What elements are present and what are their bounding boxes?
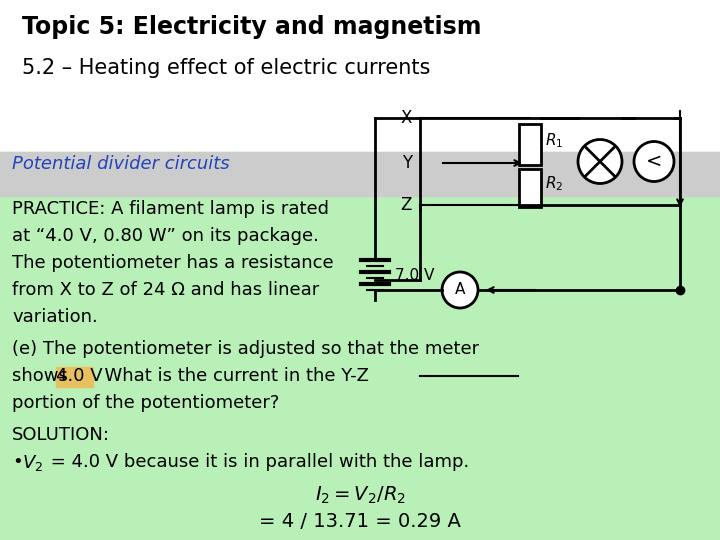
Text: PRACTICE: A filament lamp is rated: PRACTICE: A filament lamp is rated [12, 200, 329, 218]
Text: Y: Y [402, 154, 412, 172]
Text: The potentiometer has a resistance: The potentiometer has a resistance [12, 254, 333, 272]
Text: from X to Z of 24 Ω and has linear: from X to Z of 24 Ω and has linear [12, 281, 319, 299]
Text: . What is the current in the Y-Z: . What is the current in the Y-Z [93, 367, 369, 385]
Text: = 4.0 V because it is in parallel with the lamp.: = 4.0 V because it is in parallel with t… [45, 453, 469, 471]
Text: (e) The potentiometer is adjusted so that the meter: (e) The potentiometer is adjusted so tha… [12, 340, 479, 358]
Circle shape [634, 141, 674, 181]
Bar [519, 124, 541, 165]
Bar [0, 152, 720, 540]
Text: 5.2 – Heating effect of electric currents: 5.2 – Heating effect of electric current… [22, 58, 431, 78]
Text: Topic 5: Electricity and magnetism: Topic 5: Electricity and magnetism [22, 15, 482, 39]
Text: shows: shows [12, 367, 73, 385]
Text: $V_2$: $V_2$ [22, 453, 43, 473]
Bar [519, 169, 541, 207]
Circle shape [578, 139, 622, 184]
Text: portion of the potentiometer?: portion of the potentiometer? [12, 394, 279, 412]
Text: X: X [400, 109, 412, 127]
Text: <: < [646, 152, 662, 171]
Text: Potential divider circuits: Potential divider circuits [12, 155, 230, 173]
Text: $R_1$: $R_1$ [545, 131, 563, 150]
Bar [0, 152, 720, 196]
Bar [56, 367, 93, 387]
Text: •: • [12, 453, 23, 471]
Text: 7.0 V: 7.0 V [395, 267, 434, 282]
Text: A: A [455, 282, 465, 298]
Circle shape [442, 272, 478, 308]
Text: Z: Z [400, 196, 412, 214]
Text: $R_2$: $R_2$ [545, 174, 563, 193]
Text: variation.: variation. [12, 308, 98, 326]
Text: $\mathit{I}_2 = \mathit{V}_2 / \mathit{R}_2$: $\mathit{I}_2 = \mathit{V}_2 / \mathit{R… [315, 485, 405, 507]
Text: SOLUTION:: SOLUTION: [12, 426, 110, 444]
Text: 4.0 V: 4.0 V [56, 367, 103, 385]
Text: = 4 / 13.71 = 0.29 A: = 4 / 13.71 = 0.29 A [259, 512, 461, 531]
Text: at “4.0 V, 0.80 W” on its package.: at “4.0 V, 0.80 W” on its package. [12, 227, 319, 245]
